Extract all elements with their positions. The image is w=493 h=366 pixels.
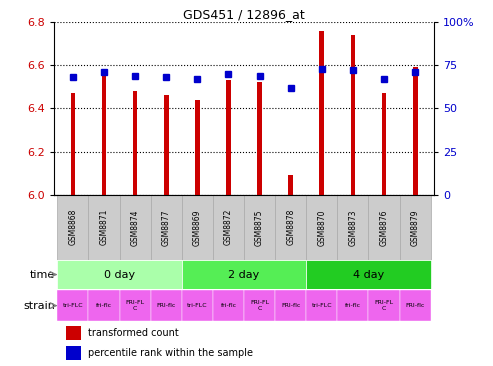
FancyBboxPatch shape <box>400 195 431 260</box>
Bar <box>66 326 81 340</box>
FancyBboxPatch shape <box>400 290 431 321</box>
FancyBboxPatch shape <box>306 290 337 321</box>
Bar <box>319 31 324 195</box>
FancyBboxPatch shape <box>368 195 400 260</box>
FancyBboxPatch shape <box>182 290 213 321</box>
FancyBboxPatch shape <box>213 195 244 260</box>
Text: GSM8875: GSM8875 <box>255 209 264 246</box>
FancyBboxPatch shape <box>88 290 120 321</box>
Text: GSM8874: GSM8874 <box>131 209 140 246</box>
Text: fri-flc: fri-flc <box>96 303 112 308</box>
Text: 0 day: 0 day <box>104 269 135 280</box>
Bar <box>133 91 138 195</box>
FancyBboxPatch shape <box>275 290 306 321</box>
Bar <box>226 80 231 195</box>
FancyBboxPatch shape <box>337 290 368 321</box>
FancyBboxPatch shape <box>151 195 182 260</box>
Text: tri-FLC: tri-FLC <box>187 303 208 308</box>
Title: GDS451 / 12896_at: GDS451 / 12896_at <box>183 8 305 21</box>
FancyBboxPatch shape <box>337 195 368 260</box>
Text: FRI-FL
C: FRI-FL C <box>375 300 393 311</box>
Text: tri-FLC: tri-FLC <box>312 303 332 308</box>
Text: time: time <box>30 269 55 280</box>
Bar <box>257 82 262 195</box>
Bar <box>288 175 293 195</box>
Bar <box>351 35 355 195</box>
Bar <box>195 100 200 195</box>
Text: GSM8872: GSM8872 <box>224 209 233 246</box>
FancyBboxPatch shape <box>57 195 88 260</box>
Text: GSM8869: GSM8869 <box>193 209 202 246</box>
Text: 2 day: 2 day <box>228 269 260 280</box>
FancyBboxPatch shape <box>151 290 182 321</box>
Text: GSM8871: GSM8871 <box>100 209 108 246</box>
Text: fri-flc: fri-flc <box>220 303 237 308</box>
FancyBboxPatch shape <box>368 290 400 321</box>
Text: FRI-flc: FRI-flc <box>281 303 300 308</box>
FancyBboxPatch shape <box>182 195 213 260</box>
FancyBboxPatch shape <box>275 195 306 260</box>
Text: GSM8879: GSM8879 <box>411 209 420 246</box>
Bar <box>66 346 81 360</box>
Bar <box>164 96 169 195</box>
Bar <box>70 93 75 195</box>
Bar <box>102 74 106 195</box>
Text: GSM8876: GSM8876 <box>380 209 388 246</box>
Text: GSM8877: GSM8877 <box>162 209 171 246</box>
Text: fri-flc: fri-flc <box>345 303 361 308</box>
Text: FRI-FL
C: FRI-FL C <box>126 300 144 311</box>
FancyBboxPatch shape <box>57 290 88 321</box>
Bar <box>382 93 387 195</box>
FancyBboxPatch shape <box>182 260 306 289</box>
FancyBboxPatch shape <box>244 195 275 260</box>
Text: 4 day: 4 day <box>353 269 384 280</box>
Text: transformed count: transformed count <box>88 328 179 338</box>
Text: FRI-flc: FRI-flc <box>405 303 425 308</box>
Text: tri-FLC: tri-FLC <box>63 303 83 308</box>
Text: GSM8868: GSM8868 <box>69 209 77 246</box>
Text: FRI-flc: FRI-flc <box>157 303 176 308</box>
Text: percentile rank within the sample: percentile rank within the sample <box>88 348 253 358</box>
FancyBboxPatch shape <box>306 195 337 260</box>
Text: GSM8873: GSM8873 <box>349 209 357 246</box>
FancyBboxPatch shape <box>88 195 120 260</box>
Text: strain: strain <box>23 300 55 311</box>
Text: FRI-FL
C: FRI-FL C <box>250 300 269 311</box>
FancyBboxPatch shape <box>57 260 182 289</box>
Text: GSM8870: GSM8870 <box>317 209 326 246</box>
FancyBboxPatch shape <box>120 195 151 260</box>
FancyBboxPatch shape <box>120 290 151 321</box>
Text: GSM8878: GSM8878 <box>286 209 295 246</box>
FancyBboxPatch shape <box>244 290 275 321</box>
Bar <box>413 67 418 195</box>
FancyBboxPatch shape <box>213 290 244 321</box>
FancyBboxPatch shape <box>306 260 431 289</box>
